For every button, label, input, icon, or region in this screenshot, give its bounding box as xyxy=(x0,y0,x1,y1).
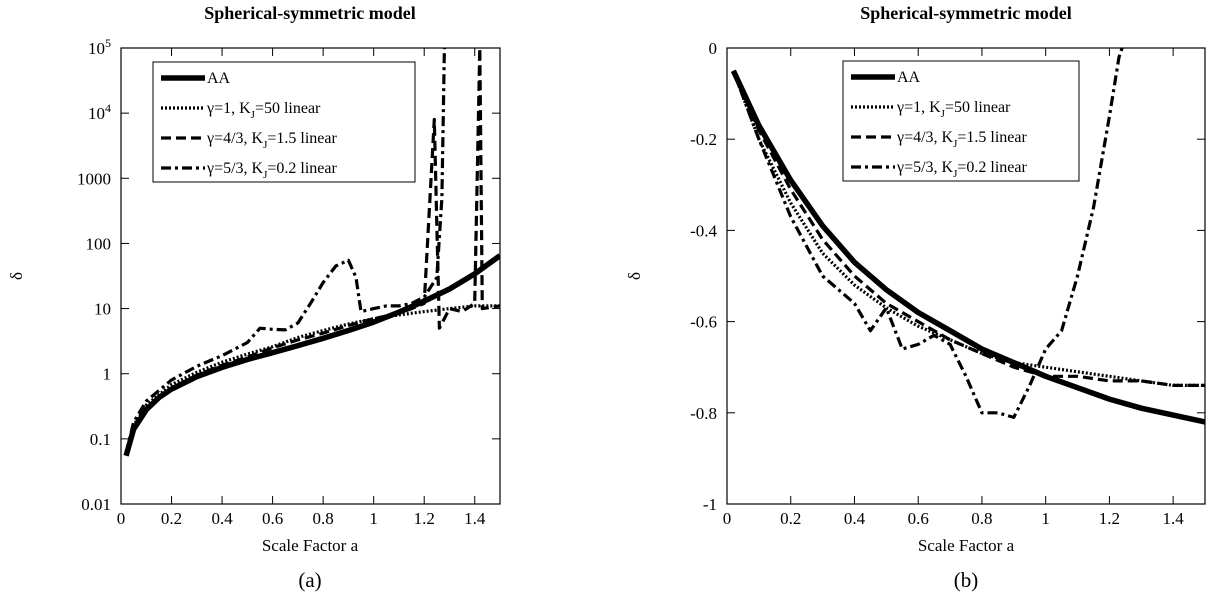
legend-label: AA xyxy=(897,69,921,86)
y-tick-label: 10 xyxy=(94,300,111,319)
series-line-solid xyxy=(730,69,1205,425)
series-line-dash-dot xyxy=(124,48,446,454)
x-tick-label: 0.6 xyxy=(262,509,283,528)
legend-box xyxy=(152,61,416,183)
chart-b-x-label: Scale Factor a xyxy=(918,536,1015,555)
x-tick-label: 0.2 xyxy=(161,509,182,528)
x-tick-label: 1 xyxy=(369,509,378,528)
x-tick-label: 1 xyxy=(1041,509,1050,528)
chart-b-y-label: δ xyxy=(625,272,644,280)
chart-panel-a: Spherical-symmetric model 0 0.2 0.4 0.6 0.8 1… xyxy=(7,3,501,592)
x-tick-label: 0.6 xyxy=(908,509,929,528)
y-tick-label: 0.01 xyxy=(81,495,111,514)
legend-label: γ=5/3, KJ=0.2 linear xyxy=(896,159,1027,180)
chart-a-series-group xyxy=(123,48,500,457)
y-tick-label: -0.8 xyxy=(690,404,717,423)
chart-b-x-ticks: 0 0.2 0.4 0.6 0.8 1 1.2 1.4 xyxy=(723,48,1185,528)
chart-a-frame xyxy=(120,47,501,505)
x-tick-label: 0 xyxy=(723,509,732,528)
chart-b-y-ticks: -1 -0.8 -0.6 -0.4 -0.2 0 xyxy=(690,39,1205,514)
legend-label: γ=4/3, KJ=1.5 linear xyxy=(206,130,337,151)
x-tick-label: 0 xyxy=(117,509,126,528)
y-tick-label: -1 xyxy=(703,495,717,514)
x-tick-label: 1.4 xyxy=(464,509,486,528)
y-tick-label: -0.6 xyxy=(690,313,717,332)
y-tick-label: 105 xyxy=(88,36,111,58)
x-tick-label: 1.4 xyxy=(1163,509,1185,528)
chart-a-y-label: δ xyxy=(7,272,26,280)
chart-a-y-ticks: 0.01 0.1 1 10 100 1000 104 105 xyxy=(77,36,500,514)
chart-panel-b: Spherical-symmetric model 0 0.2 0.4 0.6 0.8 1… xyxy=(625,3,1206,592)
chart-a-legend: AA γ=1, KJ=50 linear γ=4/3, KJ=1.5 linear γ… xyxy=(152,61,416,183)
y-tick-label: 1000 xyxy=(77,169,111,188)
y-tick-label: -0.4 xyxy=(690,221,717,240)
x-tick-label: 0.2 xyxy=(780,509,801,528)
chart-a-caption: (a) xyxy=(298,568,321,592)
chart-a-title: Spherical-symmetric model xyxy=(204,3,415,23)
x-tick-label: 1.2 xyxy=(1099,509,1120,528)
y-tick-label: -0.2 xyxy=(690,130,717,149)
y-tick-label: 0.1 xyxy=(90,430,111,449)
legend-label: γ=1, KJ=50 linear xyxy=(896,99,1011,120)
legend-label: γ=1, KJ=50 linear xyxy=(206,100,321,121)
chart-b-caption: (b) xyxy=(954,568,979,592)
series-line-dotted xyxy=(731,70,1205,387)
x-tick-label: 1.2 xyxy=(414,509,435,528)
legend-label: γ=5/3, KJ=0.2 linear xyxy=(206,160,337,181)
y-tick-label: 0 xyxy=(709,39,718,58)
chart-b-frame xyxy=(726,47,1206,505)
legend-box xyxy=(842,60,1080,182)
chart-a-x-label: Scale Factor a xyxy=(262,536,359,555)
y-tick-label: 104 xyxy=(88,101,111,123)
chart-a-x-ticks: 0 0.2 0.4 0.6 0.8 1 1.2 1.4 xyxy=(117,48,486,528)
series-line-dotted xyxy=(124,304,500,454)
chart-b-series-group xyxy=(730,48,1205,425)
legend-label: AA xyxy=(207,70,231,87)
y-tick-label: 1 xyxy=(103,365,112,384)
x-tick-label: 0.8 xyxy=(313,509,334,528)
x-tick-label: 0.4 xyxy=(844,509,866,528)
x-tick-label: 0.8 xyxy=(971,509,992,528)
series-line-solid xyxy=(123,253,500,457)
chart-b-legend: AA γ=1, KJ=50 linear γ=4/3, KJ=1.5 linear γ… xyxy=(842,60,1080,182)
y-tick-label: 100 xyxy=(86,234,112,253)
series-line-dash-dot xyxy=(731,48,1124,419)
legend-label: γ=4/3, KJ=1.5 linear xyxy=(896,129,1027,150)
x-tick-label: 0.4 xyxy=(211,509,233,528)
series-line-dashed xyxy=(124,48,500,454)
chart-b-title: Spherical-symmetric model xyxy=(860,3,1071,23)
